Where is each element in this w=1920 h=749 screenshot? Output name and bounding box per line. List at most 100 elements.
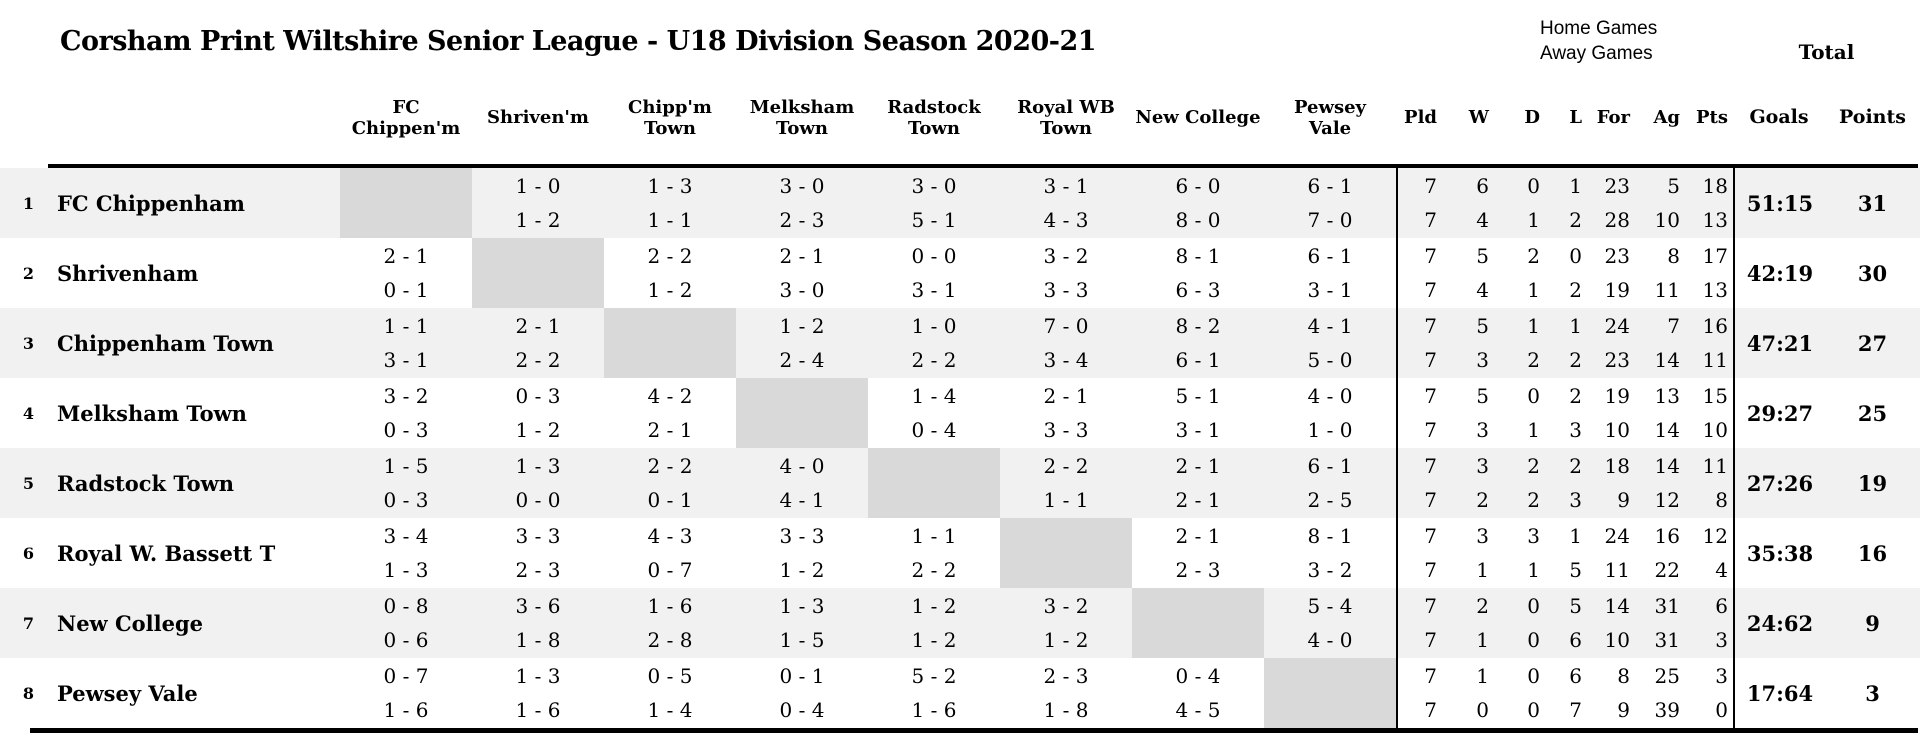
away-score: 1 - 2 <box>911 628 957 652</box>
away-stat: 9 <box>1617 488 1630 512</box>
away-score: 3 - 0 <box>779 278 825 302</box>
home-score: 0 - 0 <box>911 244 957 268</box>
team-row: 7 New College 0 - 8 0 - 6 3 - 6 1 - 8 1 - 6 2 -… <box>0 588 1920 658</box>
away-stat: 14 <box>1654 348 1680 372</box>
away-score: 2 - 1 <box>647 418 693 442</box>
total-points: 16 <box>1857 540 1888 566</box>
away-stat: 2 <box>1527 348 1540 372</box>
home-score: 6 - 1 <box>1307 244 1353 268</box>
team-name: Royal W. Bassett T <box>57 540 276 566</box>
away-score: 1 - 3 <box>383 558 429 582</box>
away-stat: 3 <box>1569 418 1582 442</box>
away-stat: 7 <box>1424 628 1437 652</box>
away-score: 1 - 2 <box>1043 628 1089 652</box>
home-stat: 1 <box>1569 524 1582 548</box>
score-cell: 1 - 2 2 - 4 <box>736 308 868 378</box>
team-name: FC Chippenham <box>57 190 245 216</box>
away-stat: 12 <box>1654 488 1680 512</box>
home-stat: 14 <box>1654 454 1680 478</box>
home-score: 1 - 1 <box>383 314 429 338</box>
home-score: 4 - 2 <box>647 384 693 408</box>
away-score: 0 - 6 <box>383 628 429 652</box>
away-stat: 39 <box>1654 698 1680 722</box>
score-cell: 3 - 0 5 - 1 <box>868 168 1000 238</box>
score-cell: 1 - 0 1 - 2 <box>472 168 604 238</box>
home-score: 3 - 0 <box>911 174 957 198</box>
column-headers: FC Chippen'm Shriven'm Chipp'm Town Melksha… <box>0 83 1920 164</box>
column-header-stat: W <box>1468 107 1489 128</box>
score-cell: 7 - 0 3 - 4 <box>1000 308 1132 378</box>
home-score: 8 - 1 <box>1307 524 1353 548</box>
score-cell: 1 - 5 0 - 3 <box>340 448 472 518</box>
home-stat: 16 <box>1654 524 1680 548</box>
total-points: 30 <box>1857 260 1888 286</box>
header-rule <box>48 164 1918 168</box>
team-rank: 1 <box>22 193 35 213</box>
total-goals: 29:27 <box>1733 378 1825 448</box>
home-score: 2 - 2 <box>647 454 693 478</box>
away-stat: 22 <box>1654 558 1680 582</box>
home-stat: 25 <box>1654 664 1680 688</box>
team-row: 6 Royal W. Bassett T 3 - 4 1 - 3 3 - 3 2 - 3 4… <box>0 518 1920 588</box>
team-row: 2 Shrivenham 2 - 1 0 - 1 2 - 2 1 - 2 2 - 1 3 - … <box>0 238 1920 308</box>
team-rank: 7 <box>22 613 35 633</box>
home-stat: 16 <box>1702 314 1728 338</box>
away-score: 1 - 1 <box>647 208 693 232</box>
stat-cell: 13 14 <box>1635 378 1685 448</box>
total-points: 31 <box>1857 190 1888 216</box>
away-score: 3 - 2 <box>1307 558 1353 582</box>
home-stat: 7 <box>1424 594 1437 618</box>
away-stat: 0 <box>1476 698 1489 722</box>
home-score <box>1264 659 1396 693</box>
away-stat: 0 <box>1527 698 1540 722</box>
away-stat: 1 <box>1476 558 1489 582</box>
away-stat: 8 <box>1715 488 1728 512</box>
total-points: 27 <box>1857 330 1888 356</box>
home-stat: 2 <box>1527 244 1540 268</box>
score-cell: 6 - 1 7 - 0 <box>1264 168 1396 238</box>
score-cell: 2 - 1 2 - 2 <box>472 308 604 378</box>
score-cell: 4 - 0 4 - 1 <box>736 448 868 518</box>
away-stat: 10 <box>1604 628 1630 652</box>
home-stat: 13 <box>1654 384 1680 408</box>
away-score: 1 - 5 <box>779 628 825 652</box>
column-header-stat: Pts <box>1696 107 1728 128</box>
score-cell: 4 - 1 5 - 0 <box>1264 308 1396 378</box>
away-stat: 13 <box>1702 208 1728 232</box>
home-score: 2 - 1 <box>1043 384 1089 408</box>
team-name: New College <box>57 610 204 636</box>
team-row: 4 Melksham Town 3 - 2 0 - 3 0 - 3 1 - 2 4 - 2 2… <box>0 378 1920 448</box>
home-score: 8 - 2 <box>1175 314 1221 338</box>
away-score: 0 - 0 <box>515 488 561 512</box>
team-rank: 2 <box>22 263 35 283</box>
away-score: 1 - 1 <box>1043 488 1089 512</box>
diagonal-cell <box>736 378 868 448</box>
score-cell: 1 - 2 1 - 2 <box>868 588 1000 658</box>
away-stat: 4 <box>1715 558 1728 582</box>
away-score: 0 - 3 <box>383 418 429 442</box>
home-stat: 11 <box>1702 454 1728 478</box>
home-stat: 3 <box>1476 524 1489 548</box>
away-stat: 1 <box>1527 558 1540 582</box>
home-score <box>1000 519 1132 553</box>
score-cell: 0 - 0 3 - 1 <box>868 238 1000 308</box>
stat-cell: 24 23 <box>1587 308 1635 378</box>
home-score: 3 - 4 <box>383 524 429 548</box>
away-stat: 10 <box>1654 208 1680 232</box>
home-score: 7 - 0 <box>1043 314 1089 338</box>
page-header: Corsham Print Wiltshire Senior League - … <box>0 0 1920 83</box>
team-name: Radstock Town <box>57 470 234 496</box>
team-row: 1 FC Chippenham 1 - 0 1 - 2 1 - 3 1 - 1 3 - 0 2… <box>0 168 1920 238</box>
home-score: 3 - 2 <box>1043 594 1089 618</box>
